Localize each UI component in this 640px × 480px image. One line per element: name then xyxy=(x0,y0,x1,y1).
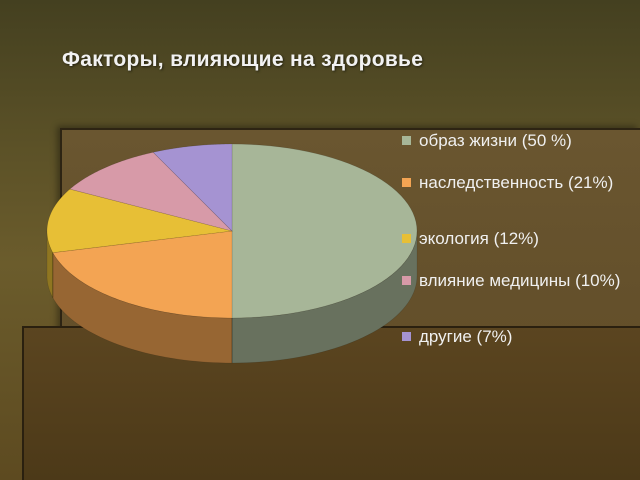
legend-label: влияние медицины (10%) xyxy=(419,271,621,290)
legend-label: другие (7%) xyxy=(419,327,513,346)
legend-label: экология (12%) xyxy=(419,229,539,248)
legend-item-lifestyle: образ жизни (50 %) xyxy=(402,130,638,172)
pie-slice-3 xyxy=(69,151,233,232)
pie-slice-0 xyxy=(231,143,418,319)
legend-item-medicine: влияние медицины (10%) xyxy=(402,270,629,326)
slide-title: Факторы, влияющие на здоровье xyxy=(62,48,424,71)
pie-slice-4 xyxy=(152,143,233,232)
pie-slice-2 xyxy=(46,188,233,253)
legend-label: образ жизни (50 %) xyxy=(419,131,572,150)
legend-swatch xyxy=(402,136,411,145)
pie-slice-1 xyxy=(52,230,233,319)
pie-sides xyxy=(46,230,418,364)
legend-item-ecology: экология (12%) xyxy=(402,228,638,270)
legend-swatch xyxy=(402,178,411,187)
legend-item-other: другие (7%) xyxy=(402,326,638,348)
legend-swatch xyxy=(402,332,411,341)
legend-swatch xyxy=(402,234,411,243)
chart-panel-lower xyxy=(22,326,640,480)
legend-label: наследственность (21%) xyxy=(419,173,614,192)
pie-side-экология xyxy=(46,231,54,298)
legend-swatch xyxy=(402,276,411,285)
legend-item-heredity: наследственность (21%) xyxy=(402,172,619,228)
chart-legend: образ жизни (50 %) наследственность (21%… xyxy=(402,130,638,348)
pie-tops xyxy=(46,143,418,319)
